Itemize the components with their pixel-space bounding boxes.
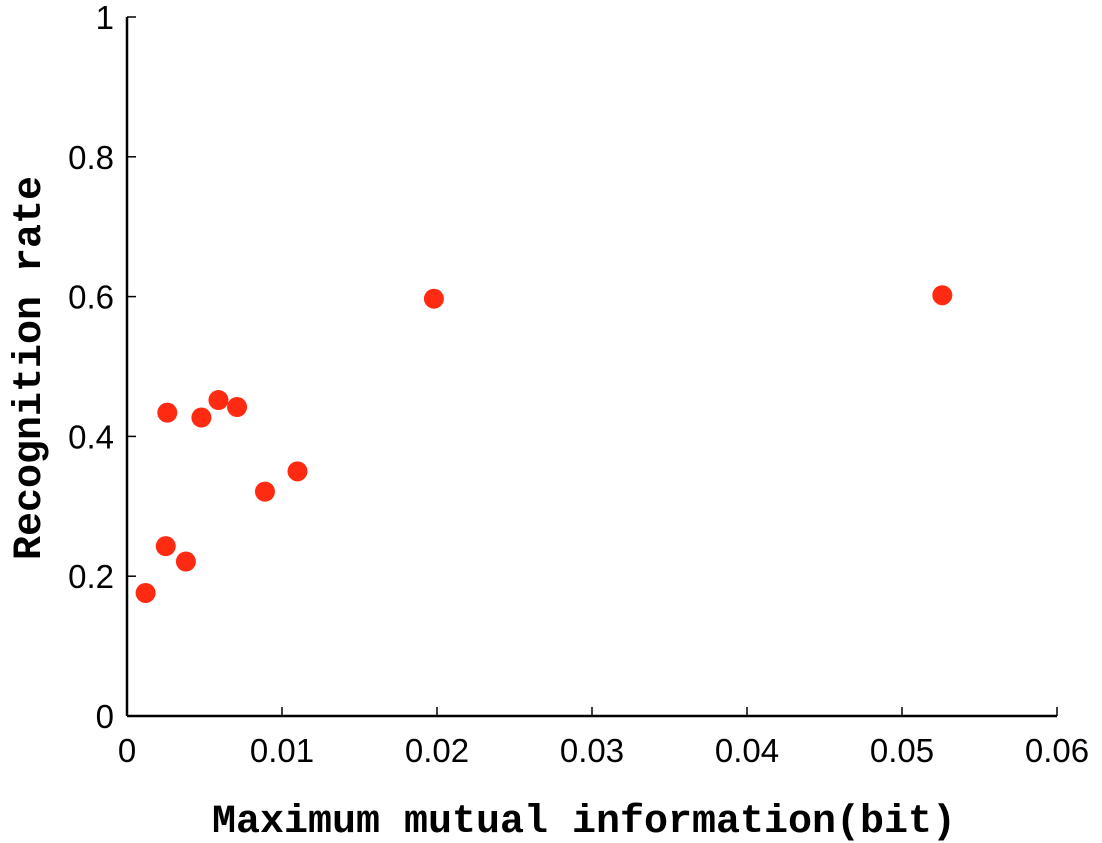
x-axis-title: Maximum mutual information(bit)	[212, 800, 956, 843]
y-tick-label: 0.4	[68, 418, 114, 455]
x-tick-label: 0.03	[560, 732, 624, 769]
data-point	[254, 481, 275, 502]
data-point	[287, 461, 308, 482]
y-tick-label: 0	[96, 698, 114, 735]
y-tick-label: 0.6	[68, 279, 114, 316]
y-axis-title: Recognition rate	[8, 176, 53, 560]
x-ticks: 0 0.01 0.02 0.03 0.04 0.05 0.06	[118, 707, 1089, 769]
axes	[125, 17, 1057, 718]
data-point	[208, 390, 229, 411]
x-tick-label: 0.05	[870, 732, 934, 769]
x-tick-label: 0.06	[1025, 732, 1089, 769]
data-point	[423, 288, 444, 309]
x-tick-label: 0.02	[405, 732, 469, 769]
data-point	[191, 407, 212, 428]
y-tick-label: 0.2	[68, 558, 114, 595]
x-tick-label: 0.01	[250, 732, 314, 769]
y-tick-label: 0.8	[68, 139, 114, 176]
y-ticks: 0 0.2 0.4 0.6 0.8 1	[68, 0, 136, 735]
data-point	[932, 285, 953, 306]
data-point	[155, 536, 176, 557]
data-point	[175, 551, 196, 572]
y-tick-label: 1	[96, 0, 114, 36]
data-point	[227, 397, 248, 418]
x-tick-label: 0	[118, 732, 136, 769]
data-point	[157, 402, 178, 423]
data-point	[135, 582, 156, 603]
data-points	[135, 285, 953, 603]
x-tick-label: 0.04	[715, 732, 779, 769]
